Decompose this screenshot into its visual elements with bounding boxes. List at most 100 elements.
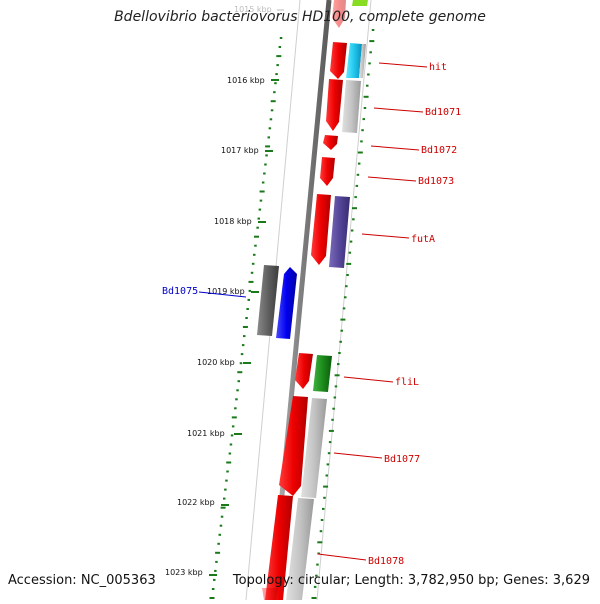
track-dot [369,40,375,43]
gene-bd1073-red[interactable] [320,157,335,186]
track-dot [256,226,259,229]
track-dot [352,218,355,221]
track-dot [362,118,365,121]
track-dot [229,443,233,446]
gene-label-flil[interactable]: fliL [395,377,419,388]
track-dot [366,84,369,87]
track-dot [215,551,221,554]
gene-partial-bottom-red[interactable] [262,588,278,600]
track-dot [328,429,334,432]
gene-label-bd1071[interactable]: Bd1071 [425,107,461,118]
gene-label-futa[interactable]: futA [411,234,435,245]
track-dot [220,515,224,518]
track-dot [265,154,268,157]
gene-hit-red[interactable] [330,42,347,79]
track-dot [259,199,263,202]
gene-flil-green[interactable] [313,355,332,392]
ruler-label: 1017 kbp [221,146,259,155]
track-dot [322,507,325,510]
gene-label-bd1073[interactable]: Bd1073 [418,176,454,187]
leader-line [367,176,417,182]
track-dot [315,574,318,577]
track-dot [279,37,283,39]
gene-bd1072-red[interactable] [323,135,338,150]
track-dot [231,425,235,428]
track-dot [368,62,371,65]
gene-bd1077-gray[interactable] [301,398,327,498]
topology-text: Topology: circular; Length: 3,782,950 bp… [232,573,590,588]
gc-skew-track-left [209,37,283,599]
leader-line [317,553,367,561]
track-dot [254,244,257,247]
gene-label-bd1078[interactable]: Bd1078 [368,556,404,567]
track-dot [258,208,262,211]
ruler-label: 1018 kbp [214,217,252,226]
ruler-label: 1016 kbp [227,76,265,85]
leader-line [343,376,394,383]
gene-hit-gray[interactable] [359,44,366,78]
gene-label-bd1075[interactable]: Bd1075 [162,286,198,297]
track-dot [333,396,337,399]
track-dot [211,588,215,590]
gene-hit-cyan[interactable] [346,43,362,78]
gene-partial-top-green[interactable] [352,0,368,6]
gene-bd1071-red[interactable] [326,79,343,131]
track-dot [237,371,243,374]
track-dot [334,374,340,377]
track-dot [367,73,370,76]
gene-bd1077-red[interactable] [279,396,308,496]
leader-line [333,452,383,459]
track-dot [209,597,215,599]
gene-labels: hit Bd1071 Bd1072 Bd1073 futA Bd1075 fli… [162,62,461,567]
track-dot [223,497,226,500]
track-dot [323,496,326,499]
track-dot [346,262,352,265]
track-dot [354,196,357,199]
gene-bd1075-blue[interactable] [276,267,297,339]
gene-partial-top-red[interactable] [332,0,346,28]
gene-bd1078-gray[interactable] [286,498,314,600]
track-dot [270,109,274,112]
track-dot [268,127,272,130]
track-dot [251,262,255,265]
track-dot [339,340,342,343]
track-dot [243,335,246,338]
track-dot [231,416,237,419]
ruler: 1015 kbp 1016 kbp 1017 kbp 1018 kbp 1019… [165,5,284,577]
track-dot [276,55,282,58]
track-dot [327,452,331,455]
track-dot [352,207,357,210]
leader-line [198,291,247,298]
track-dot [234,407,237,410]
track-dot [240,353,244,356]
gene-label-bd1072[interactable]: Bd1072 [421,145,457,156]
track-dot [250,271,254,274]
track-dot [246,308,249,310]
track-dot [360,140,363,143]
track-dot [340,329,343,332]
track-dot [269,118,273,121]
track-dot [228,452,232,455]
gene-futa-purple[interactable] [329,196,350,268]
track-dot [317,541,323,544]
gene-flil-red[interactable] [295,353,313,389]
track-dot [245,317,248,319]
gene-bd1071-gray[interactable] [342,80,361,133]
accession-text: Accession: NC_005363 [8,573,156,588]
track-dot [331,418,334,421]
leader-line [373,107,424,113]
track-dot [328,441,332,444]
gene-futa-red[interactable] [311,194,331,265]
gene-bd1078-red[interactable] [265,495,293,600]
ruler-label: 1015 kbp [234,5,272,14]
gene-bd1075-dark[interactable] [257,265,279,336]
track-dot [265,145,271,148]
track-dot [270,100,276,103]
gene-label-hit[interactable]: hit [429,62,447,73]
gene-label-bd1077[interactable]: Bd1077 [384,454,420,465]
track-dot [323,485,329,488]
ruler-label: 1019 kbp [207,287,245,296]
track-dot [219,524,223,527]
